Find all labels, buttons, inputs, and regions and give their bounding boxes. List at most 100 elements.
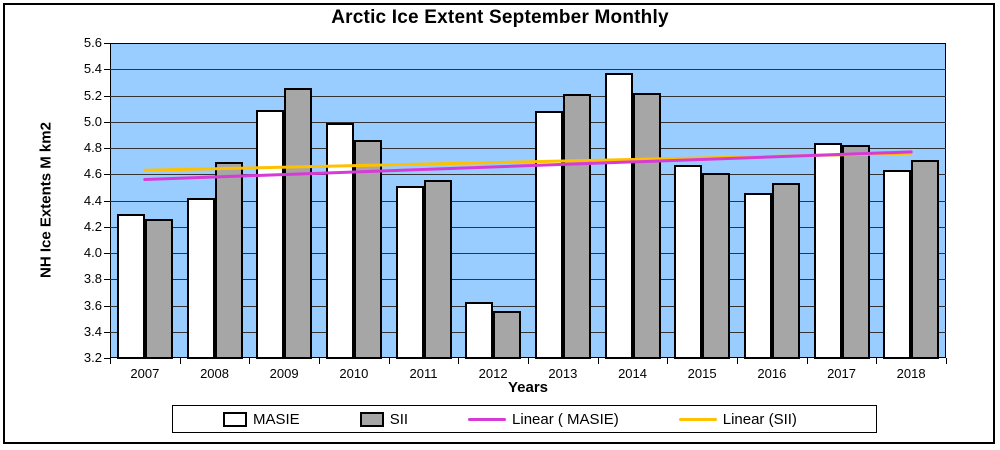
- masie-trendline-swatch-icon: [468, 417, 507, 421]
- sii-trendline-swatch-icon: [678, 417, 717, 421]
- sii-bar-swatch-icon: [359, 411, 384, 427]
- y-axis-tick-label: 5.6: [83, 35, 102, 50]
- legend-label-linear-masie: Linear ( MASIE): [512, 410, 619, 428]
- y-axis-tick: [104, 331, 110, 333]
- chart-title: Arctic Ice Extent September Monthly: [331, 7, 669, 28]
- y-axis-tick-label: 4.6: [83, 166, 102, 182]
- y-axis-tick: [104, 43, 110, 44]
- y-axis-tick: [104, 279, 110, 281]
- y-axis-tick-label: 5.0: [83, 113, 102, 129]
- gridline: [110, 253, 946, 254]
- y-axis-tick: [104, 253, 110, 254]
- y-axis-tick-label: 4.4: [83, 192, 102, 208]
- x-axis-category-label: 2013: [548, 366, 578, 381]
- sii-bar-2015: [702, 172, 731, 359]
- y-axis-tick: [104, 121, 110, 123]
- x-axis-category-label: 2009: [269, 366, 299, 381]
- gridline: [110, 69, 946, 71]
- sii-bar-2011: [423, 179, 452, 359]
- masie-bar-2008: [186, 197, 215, 359]
- x-axis-tick: [806, 358, 808, 364]
- masie-bar-2012: [465, 301, 494, 359]
- legend-label-linear-sii: Linear (SII): [722, 410, 797, 428]
- x-axis-tick: [876, 358, 878, 364]
- x-axis-tick: [737, 358, 738, 364]
- chart-outer-border: [3, 3, 995, 444]
- gridline: [110, 279, 946, 281]
- sii-bar-2016: [771, 183, 800, 359]
- y-axis-tick: [104, 358, 110, 359]
- x-axis-category-label: 2008: [200, 366, 229, 381]
- sii-bar-2018: [911, 159, 940, 359]
- sii-bar-2009: [284, 87, 313, 359]
- y-axis-tick: [104, 69, 110, 71]
- x-axis-category-label: 2014: [618, 366, 647, 381]
- x-axis-category-label: 2015: [687, 366, 717, 381]
- gridline: [110, 148, 946, 149]
- masie-bar-2007: [116, 213, 145, 359]
- gridline: [110, 200, 946, 202]
- sii-bar-2008: [214, 162, 243, 359]
- masie-bar-2011: [395, 186, 424, 359]
- legend-label-masie: MASIE: [253, 410, 300, 428]
- y-axis-tick: [104, 174, 110, 176]
- y-axis-tick: [104, 305, 110, 307]
- x-axis-category-label: 2018: [896, 366, 926, 381]
- legend-item-linear-sii: Linear (SII): [678, 410, 797, 428]
- y-axis-tick-label: 5.4: [83, 61, 102, 77]
- x-axis-category-label: 2017: [827, 366, 856, 381]
- sii-bar-2013: [562, 94, 591, 359]
- y-axis-tick-label: 4.0: [83, 245, 102, 260]
- y-axis-tick-label: 5.2: [83, 87, 102, 103]
- x-axis-tick: [597, 358, 599, 364]
- y-axis-title: NH Ice Extents M km2: [37, 122, 55, 278]
- masie-bar-2009: [256, 109, 285, 359]
- x-axis-tick: [319, 358, 320, 364]
- gridline: [110, 226, 946, 228]
- masie-bar-swatch-icon: [223, 411, 247, 427]
- x-axis-tick: [458, 358, 460, 364]
- sii-bar-2012: [493, 310, 522, 360]
- x-axis-tick: [388, 358, 390, 364]
- y-axis-tick: [104, 148, 110, 149]
- legend-label-sii: SII: [389, 410, 409, 428]
- y-axis-tick-label: 3.4: [83, 323, 102, 339]
- sii-bar-2017: [841, 145, 870, 359]
- legend-item-masie: MASIE: [223, 411, 300, 428]
- sii-bar-2007: [144, 218, 173, 359]
- masie-bar-2018: [883, 170, 912, 359]
- y-axis-tick: [104, 95, 110, 97]
- x-axis-tick: [249, 358, 251, 364]
- x-axis-category-label: 2007: [130, 366, 160, 381]
- x-axis-category-label: 2011: [409, 366, 438, 381]
- x-axis-category-label: 2012: [478, 366, 508, 381]
- x-axis-title: Years: [507, 379, 549, 396]
- y-axis-tick-label: 4.8: [83, 140, 102, 155]
- y-axis-tick-label: 3.8: [83, 271, 102, 287]
- x-axis-tick: [528, 358, 529, 364]
- x-axis-tick: [667, 358, 669, 364]
- y-axis-tick: [104, 200, 110, 202]
- x-axis-tick: [110, 358, 111, 364]
- y-axis-tick: [104, 226, 110, 228]
- masie-bar-2010: [325, 123, 354, 359]
- gridline: [110, 331, 946, 333]
- y-axis-tick-label: 3.2: [83, 350, 102, 365]
- y-axis-tick-label: 4.2: [83, 218, 102, 234]
- masie-bar-2014: [604, 73, 633, 359]
- gridline: [110, 95, 946, 97]
- legend-item-sii: SII: [359, 410, 409, 428]
- x-axis-tick: [179, 358, 181, 364]
- legend-item-linear-masie: Linear ( MASIE): [468, 411, 619, 428]
- sii-bar-2010: [353, 140, 382, 359]
- masie-bar-2013: [534, 111, 563, 359]
- x-axis-category-label: 2016: [757, 366, 787, 381]
- masie-bar-2015: [674, 165, 703, 359]
- gridline: [110, 121, 946, 123]
- gridline: [110, 305, 946, 307]
- masie-bar-2017: [813, 142, 842, 360]
- y-axis-tick-label: 3.6: [83, 297, 102, 313]
- x-axis-category-label: 2010: [339, 366, 369, 381]
- x-axis-tick: [946, 358, 947, 364]
